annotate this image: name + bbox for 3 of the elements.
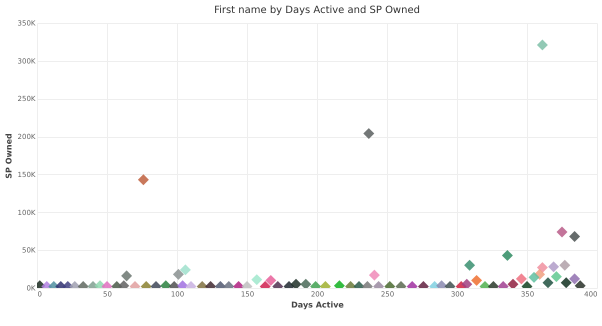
y-axis-title: SP Owned <box>4 133 14 179</box>
chart-title: First name by Days Active and SP Owned <box>214 5 420 16</box>
x-axis-title: Days Active <box>291 300 344 310</box>
